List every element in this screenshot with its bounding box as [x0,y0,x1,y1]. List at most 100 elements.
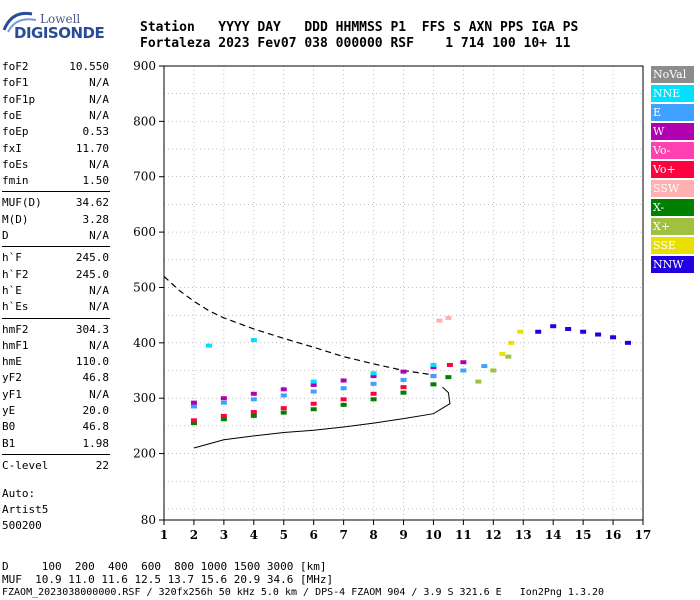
data-point [205,343,212,348]
param-value: 3.28 [82,212,110,226]
param-row: hmF1 N/A [2,339,109,353]
data-point [190,400,197,405]
footer-distance: D 100 200 400 600 800 1000 1500 3000 [km… [2,560,327,573]
data-point [310,401,317,406]
logo-swoosh-icon [2,11,37,33]
x-tick-label: 11 [455,528,472,542]
autoscaling-info: 500200 [2,519,42,533]
param-key: yE [2,404,16,417]
param-key: yF2 [2,371,22,385]
param-key: C-level [2,458,49,472]
param-value: N/A [89,300,109,314]
y-tick-label: 800 [133,114,156,128]
data-point [535,329,542,334]
param-key: h`F2 [2,267,29,281]
x-tick-label: 1 [160,528,168,542]
logo-line1: Lowell [40,12,81,26]
param-value: 0.53 [82,125,110,139]
param-divider [2,246,110,248]
data-point [190,404,197,409]
x-tick-label: 12 [485,528,502,542]
param-key: h`Es [2,300,29,314]
param-key: hmF2 [2,322,29,336]
param-key: foEp [2,125,29,139]
x-tick-label: 8 [369,528,377,542]
param-row: yE 20.0 [2,404,109,418]
param-value: N/A [89,229,109,242]
data-point [445,315,452,320]
header-line2: Fortaleza 2023 Fev07 038 000000 RSF 1 71… [140,36,571,51]
param-key: fmin [2,174,29,188]
profile-line [193,386,451,449]
data-point [625,340,632,345]
legend-entry: SSE [651,237,694,254]
y-tick-label: 80 [141,513,156,527]
param-value: 10.550 [69,60,109,73]
param-value: N/A [89,283,109,297]
data-point [481,364,488,369]
y-tick-label: 700 [133,170,156,184]
footer-file-info: FZAOM_2023038000000.RSF / 320fx256h 50 k… [2,587,605,598]
param-key: foE [2,108,22,122]
data-point [280,387,287,392]
legend-entry: W [651,123,694,140]
data-point [400,377,407,382]
param-key: fxI [2,141,22,155]
param-row: foF2 10.550 [2,60,109,74]
param-value: 1.50 [82,174,110,188]
param-key: foF1p [2,92,36,106]
param-divider [2,191,110,193]
data-point [517,329,524,334]
data-point [400,385,407,390]
param-key: foF2 [2,60,29,73]
param-key: foF1 [2,76,29,90]
data-point [460,360,467,365]
data-point [370,374,377,379]
param-row: h`Es N/A [2,300,109,314]
param-row: hmE 110.0 [2,355,109,369]
data-point [370,391,377,396]
x-tick-label: 2 [190,528,198,542]
data-point [340,378,347,383]
data-point [370,397,377,402]
x-tick-label: 17 [635,528,652,542]
data-point [499,351,506,356]
data-point [280,410,287,415]
y-tick-label: 400 [133,336,156,350]
data-point [250,391,257,396]
param-key: foEs [2,157,29,171]
param-value: 20.0 [82,404,110,417]
data-point [190,418,197,423]
data-point [310,382,317,387]
x-tick-label: 10 [425,528,442,542]
param-row: foF1p N/A [2,93,109,107]
param-key: yF1 [2,387,22,401]
data-point [505,354,512,359]
param-key: M(D) [2,212,29,226]
x-tick-label: 14 [545,528,562,542]
data-point [340,386,347,391]
param-row: foE N/A [2,109,109,123]
param-value: N/A [89,387,109,401]
data-point [220,396,227,401]
data-point [565,326,572,331]
param-row: D N/A [2,229,109,243]
param-row: M(D) 3.28 [2,213,109,227]
data-point [220,413,227,418]
data-point [460,368,467,373]
logo-line2: DIGISONDE [14,24,105,42]
data-point [280,406,287,411]
legend-entry: SSW [651,180,694,197]
muf-line [163,275,434,376]
param-key: B0 [2,420,16,434]
param-value: 34.62 [75,196,109,210]
data-point [490,368,497,373]
data-point [430,365,437,370]
param-divider [2,453,110,455]
data-point [550,324,557,329]
data-point [220,400,227,405]
param-row: yF2 46.8 [2,371,109,385]
data-point [445,375,452,380]
data-point [400,369,407,374]
